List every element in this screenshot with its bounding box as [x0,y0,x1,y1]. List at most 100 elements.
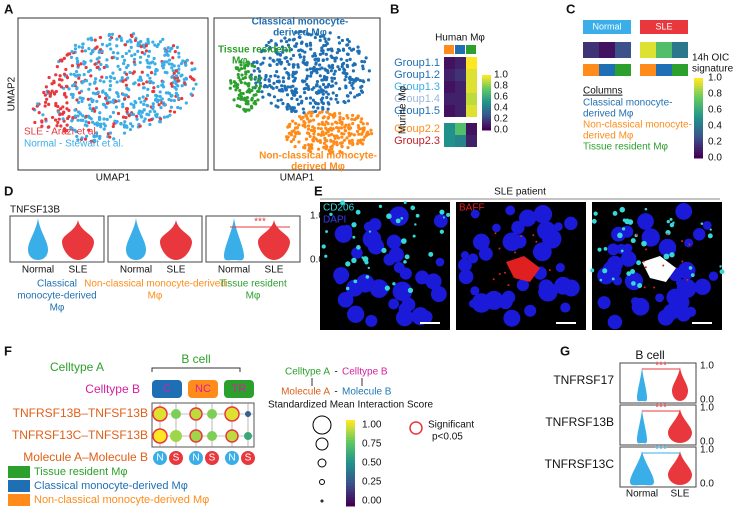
cell-point [160,83,164,87]
stain-spot [690,273,695,278]
cell-point [75,134,79,139]
key-text: Celltype A [285,367,330,378]
nucleus [347,305,365,323]
cell-point [257,86,261,91]
cell-point [339,126,344,130]
cell-point [130,54,134,58]
cell-point [66,116,70,121]
column-swatch [640,64,656,76]
violin [630,451,654,486]
cell-point [312,135,316,139]
cell-point [59,124,63,128]
cell-point [349,126,353,130]
legend-text: Normal - Stewart et al. [24,139,123,150]
cell-point [362,128,366,132]
cell-point [309,71,314,75]
cell-point [303,79,307,83]
cell-point [127,49,131,53]
cell-point [76,100,81,104]
cell-point [69,55,74,59]
condition-badge [169,451,183,465]
nucleus [607,314,623,330]
cell-point [250,64,254,68]
colorbar [346,445,355,450]
cell-point [351,86,355,90]
cell-point [330,147,334,151]
cell-point [330,132,334,137]
pair-label: TNFRSF13B–TNFSF13B [13,406,148,420]
cell-point [90,48,94,53]
column-swatch [599,64,615,76]
cell-point [262,56,266,60]
violin-frame [619,404,697,446]
cell-point [295,97,299,102]
cell-point [184,101,188,105]
cell-point [142,108,146,112]
cell-point [99,125,103,129]
cell-point [176,71,181,75]
nucleus [708,271,719,281]
cell-point [192,78,196,82]
cell-point [147,80,151,84]
cell-point [54,73,58,77]
nucleus [553,222,563,232]
nucleus [430,286,447,303]
interaction-dot [152,428,168,444]
cell-point [303,146,307,150]
interaction-dot [225,429,239,443]
cell-point [279,39,283,43]
cell-point [174,79,178,83]
row-label: Group1.5 [394,105,440,117]
cell-point [303,50,307,54]
cell-point [169,47,173,51]
stain-spot [442,216,445,219]
cell-point [246,108,250,112]
heatmap-cell [466,57,477,69]
legend-swatch [8,480,30,492]
cell-point [276,52,280,56]
cell-point [358,78,363,83]
cell-point [286,102,290,107]
cell-point [313,54,318,58]
axis-label: UMAP1 [96,173,131,184]
legend-text: Normal [592,21,621,31]
cell-point [293,93,297,97]
cell-point [77,76,81,80]
cell-point [146,39,150,43]
cell-point [246,60,250,64]
colorbar [694,88,703,92]
cell-point [155,44,159,49]
cell-point [320,46,324,50]
cell-point [244,72,248,76]
cell-point [267,47,271,51]
size-tick: 0.00 [362,496,382,507]
cell-point [299,41,304,45]
cell-point [159,117,163,121]
colorbar [694,112,703,116]
cell-point [184,77,189,81]
column-swatch [672,64,688,76]
cell-point [163,53,167,57]
cell-point [355,141,360,146]
cell-point [236,66,240,70]
signature-label: signature [692,64,733,75]
cell-point [321,58,325,63]
cell-point [145,112,149,116]
cell-point [285,137,289,142]
cell-point [125,125,129,129]
cell-point [246,102,250,106]
pair-label: Molecule A–Molecule B [23,450,148,464]
condition-label: S [209,453,216,464]
nucleus [631,297,650,316]
row-label: Group1.3 [394,81,440,93]
cell-point [159,106,163,110]
cell-point [277,88,281,92]
cell-point [239,97,243,101]
nucleus [519,209,537,227]
stain-spot [709,228,712,231]
caption: Mφ [246,291,261,302]
cell-point [332,134,336,138]
cell-point [324,144,328,148]
colorbar [694,123,703,127]
stain-spot [593,211,598,216]
